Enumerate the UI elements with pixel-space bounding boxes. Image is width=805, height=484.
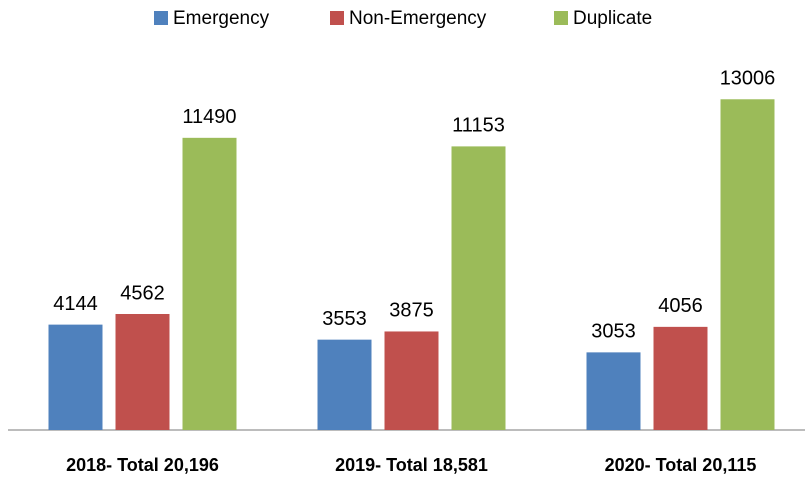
data-label: 4144 <box>53 293 98 315</box>
data-label: 11153 <box>452 115 505 137</box>
legend-label: Emergency <box>173 8 270 29</box>
x-tick-label: 2019- Total 18,581 <box>335 455 488 475</box>
bar <box>451 146 506 430</box>
data-label: 11490 <box>182 106 236 128</box>
legend-swatch <box>154 11 168 25</box>
data-label: 4562 <box>120 282 165 304</box>
legend-swatch <box>554 11 568 25</box>
data-label: 13006 <box>720 68 776 90</box>
data-label: 4056 <box>658 295 703 317</box>
bar <box>182 137 237 430</box>
data-label: 3553 <box>322 308 367 330</box>
bar <box>720 99 775 430</box>
data-label: 3875 <box>389 300 434 322</box>
legend-label: Duplicate <box>573 8 652 29</box>
bar <box>48 324 103 430</box>
bar <box>115 313 170 430</box>
bar <box>586 352 641 430</box>
x-tick-label: 2020- Total 20,115 <box>605 455 757 475</box>
legend-swatch <box>330 11 344 25</box>
legend-label: Non-Emergency <box>349 8 487 29</box>
bar <box>653 326 708 430</box>
bar <box>384 331 439 430</box>
data-label: 3053 <box>591 321 636 343</box>
x-tick-label: 2018- Total 20,196 <box>66 455 219 475</box>
bar <box>317 339 372 430</box>
